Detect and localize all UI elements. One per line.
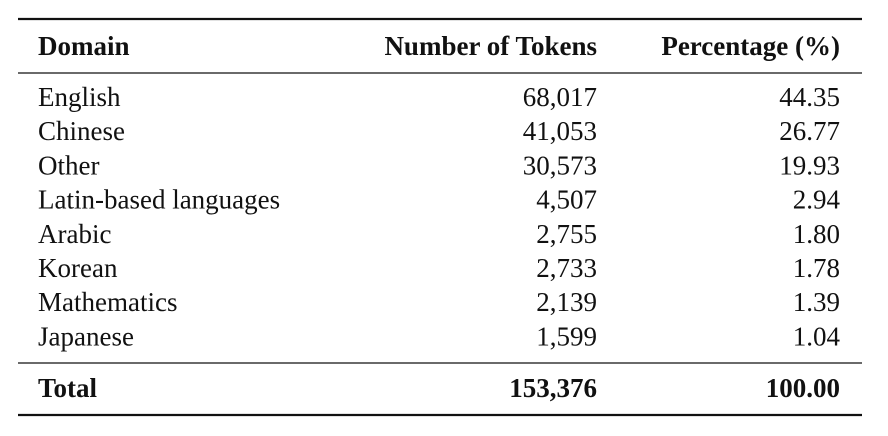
- table-cell: 30,573: [523, 150, 597, 180]
- table-cell: Korean: [38, 253, 118, 283]
- table-cell: 41,053: [523, 116, 597, 146]
- table-cell: 2,755: [536, 219, 597, 249]
- total-cell: Total: [38, 373, 98, 403]
- table-cell: Arabic: [38, 219, 111, 249]
- table-cell: Other: [38, 150, 99, 180]
- header-cell: Domain: [38, 31, 130, 61]
- table-cell: 44.35: [779, 82, 840, 112]
- table-cell: English: [38, 82, 121, 112]
- header-cell: Number of Tokens: [384, 31, 597, 61]
- table-cell: Latin-based languages: [38, 185, 280, 215]
- table-cell: Mathematics: [38, 287, 177, 317]
- table-cell: 26.77: [779, 116, 840, 146]
- table-cell: 1.78: [793, 253, 840, 283]
- table-cell: 4,507: [536, 185, 597, 215]
- total-cell: 100.00: [766, 373, 840, 403]
- table-cell: 68,017: [523, 82, 597, 112]
- table-cell: 2,733: [536, 253, 597, 283]
- table-cell: 1.80: [793, 219, 840, 249]
- table-cell: 19.93: [779, 150, 840, 180]
- table-cell: 1,599: [536, 321, 597, 351]
- table-cell: 1.04: [793, 321, 841, 351]
- total-cell: 153,376: [509, 373, 597, 403]
- table-cell: 2.94: [793, 185, 841, 215]
- table-cell: Chinese: [38, 116, 125, 146]
- table-cell: 2,139: [536, 287, 597, 317]
- table-cell: 1.39: [793, 287, 840, 317]
- table-cell: Japanese: [38, 321, 134, 351]
- header-cell: Percentage (%): [661, 31, 840, 61]
